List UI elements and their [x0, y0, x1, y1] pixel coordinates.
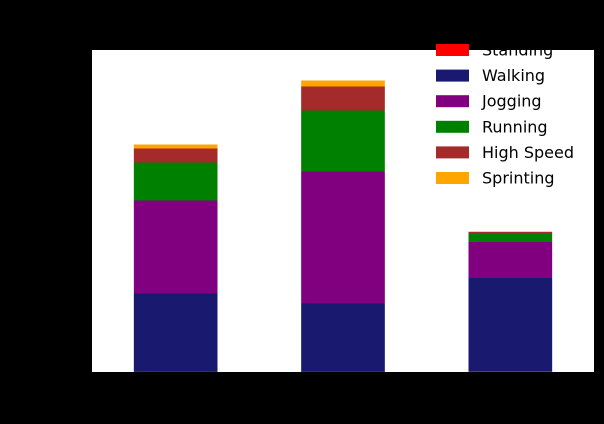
legend-swatch: [436, 146, 469, 159]
bar-segment: [301, 303, 385, 372]
legend-label: High Speed: [482, 143, 574, 162]
bar-segment: [301, 171, 385, 304]
legend-label: Standing: [482, 41, 553, 60]
bar-segment: [468, 231, 553, 232]
bar-segment: [468, 234, 553, 242]
bar-segment: [133, 162, 218, 201]
legend-label: Sprinting: [482, 169, 555, 188]
bar-segment: [301, 80, 385, 87]
legend-swatch: [436, 172, 469, 184]
legend-label: Running: [482, 117, 548, 136]
bar-segment: [133, 371, 218, 372]
bar-segment: [468, 242, 553, 278]
legend-swatch: [436, 69, 469, 82]
bar-segment: [133, 148, 218, 163]
legend-swatch: [436, 44, 469, 56]
legend-swatch: [436, 95, 469, 108]
bar-segment: [301, 371, 385, 372]
bar-segment: [301, 110, 385, 172]
bar-segment: [301, 86, 385, 111]
bar-segment: [133, 144, 218, 149]
bar-segment: [468, 278, 553, 371]
legend-label: Walking: [482, 66, 545, 85]
bar-segment: [468, 232, 553, 234]
bar-segment: [133, 293, 218, 372]
bar-segment: [468, 371, 553, 372]
legend-swatch: [436, 120, 469, 133]
bar-segment: [133, 200, 218, 294]
legend-label: Jogging: [481, 92, 542, 111]
figure-border: [0, 0, 604, 44]
